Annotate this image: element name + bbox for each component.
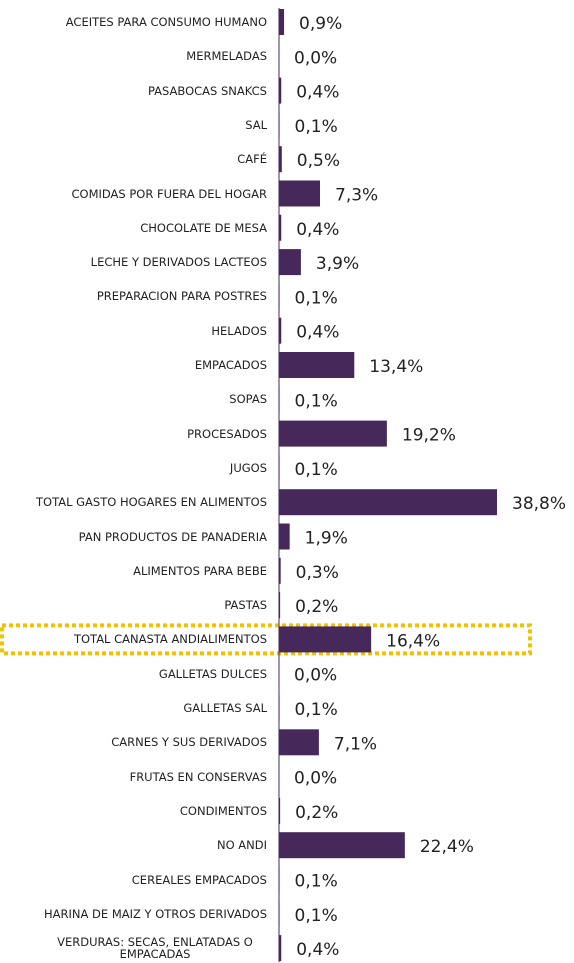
category-label: TOTAL CANASTA ANDIALIMENTOS <box>73 632 267 647</box>
value-label: 7,3% <box>335 186 378 206</box>
category-label: GALLETAS SAL <box>183 701 267 715</box>
category-label: ALIMENTOS PARA BEBE <box>133 563 267 578</box>
category-label: PASTAS <box>224 598 267 613</box>
value-label: 0,4% <box>296 83 339 103</box>
value-label: 0,1% <box>295 906 338 926</box>
category-label: CARNES Y SUS DERIVADOS <box>111 735 267 750</box>
bar <box>279 386 280 413</box>
category-label: CHOCOLATE DE MESA <box>140 220 267 235</box>
bar <box>279 454 280 481</box>
bar <box>279 352 355 378</box>
value-label: 0,3% <box>296 563 339 583</box>
value-label: 0,4% <box>296 323 339 343</box>
value-label: 0,2% <box>295 597 338 617</box>
value-label: 0,0% <box>294 769 337 789</box>
value-label: 0,4% <box>296 220 339 240</box>
value-label: 0,1% <box>295 288 338 308</box>
value-label: 22,4% <box>420 837 474 857</box>
bar <box>279 866 280 893</box>
bar <box>279 695 280 721</box>
highlight-box <box>0 623 532 656</box>
value-label: 19,2% <box>402 426 456 446</box>
value-label: 0,2% <box>295 803 338 823</box>
value-label: 0,0% <box>294 666 337 686</box>
category-label: PROCESADOS <box>187 426 267 441</box>
category-label: JUGOS <box>229 460 267 475</box>
category-label: HELADOS <box>211 323 267 338</box>
bar <box>279 900 280 927</box>
category-label: VERDURAS: SECAS, ENLATADAS O EMPACADAS <box>57 935 253 962</box>
category-label: LECHE Y DERIVADOS LACTEOS <box>90 255 267 270</box>
bar <box>279 832 405 859</box>
value-label: 0,1% <box>295 391 338 411</box>
bar <box>279 420 387 447</box>
category-label: HARINA DE MAIZ Y OTROS DERIVADOS <box>44 906 267 921</box>
category-label: CAFÉ <box>237 152 267 167</box>
value-label: 38,8% <box>512 494 566 514</box>
value-label: 0,1% <box>295 700 338 720</box>
value-label: 0,4% <box>296 940 339 960</box>
value-label: 1,9% <box>305 529 348 549</box>
bar <box>279 935 282 962</box>
bar <box>279 729 319 756</box>
category-label: GALLETAS DULCES <box>158 666 267 681</box>
bar <box>279 317 282 344</box>
bar <box>279 592 281 619</box>
value-label: 16,4% <box>386 631 440 651</box>
value-label: 0,9% <box>299 14 342 34</box>
category-label: TOTAL GASTO HOGARES EN ALIMENTOS <box>36 495 267 510</box>
value-label: 3,9% <box>316 254 359 274</box>
category-label: SOPAS <box>229 392 267 407</box>
bar <box>279 557 281 584</box>
category-label: NO ANDI <box>216 838 267 853</box>
value-label: 0,1% <box>295 460 338 480</box>
value-label: 13,4% <box>369 357 423 377</box>
value-label: 0,1% <box>295 117 338 137</box>
category-label: PAN PRODUCTOS DE PANADERIA <box>78 529 267 544</box>
value-label: 7,1% <box>334 734 377 754</box>
category-label: SAL <box>245 117 267 132</box>
category-label: PREPARACION PARA POSTRES <box>96 289 267 304</box>
bar <box>279 214 282 241</box>
bar <box>279 111 280 138</box>
value-label: 0,1% <box>295 872 338 892</box>
bar <box>279 77 282 104</box>
bar <box>279 797 281 824</box>
bar <box>279 283 280 310</box>
category-label: PASABOCAS SNAKCS <box>147 83 267 98</box>
bar <box>279 146 282 173</box>
bar <box>279 523 290 550</box>
category-label: COMIDAS POR FUERA DEL HOGAR <box>71 186 268 201</box>
category-label: CONDIMENTOS <box>179 803 267 818</box>
bar <box>279 626 372 653</box>
bar <box>279 9 285 35</box>
value-label: 0,0% <box>294 48 337 68</box>
bar <box>279 249 301 276</box>
category-label: FRUTAS EN CONSERVAS <box>129 769 267 784</box>
category-label: ACEITES PARA CONSUMO HUMANO <box>65 15 267 29</box>
category-label: CEREALES EMPACADOS <box>131 872 267 887</box>
bar <box>279 180 321 207</box>
category-label: MERMELADAS <box>186 49 267 64</box>
value-label: 0,5% <box>297 151 340 171</box>
bar <box>279 489 497 516</box>
category-label: EMPACADOS <box>194 358 267 372</box>
